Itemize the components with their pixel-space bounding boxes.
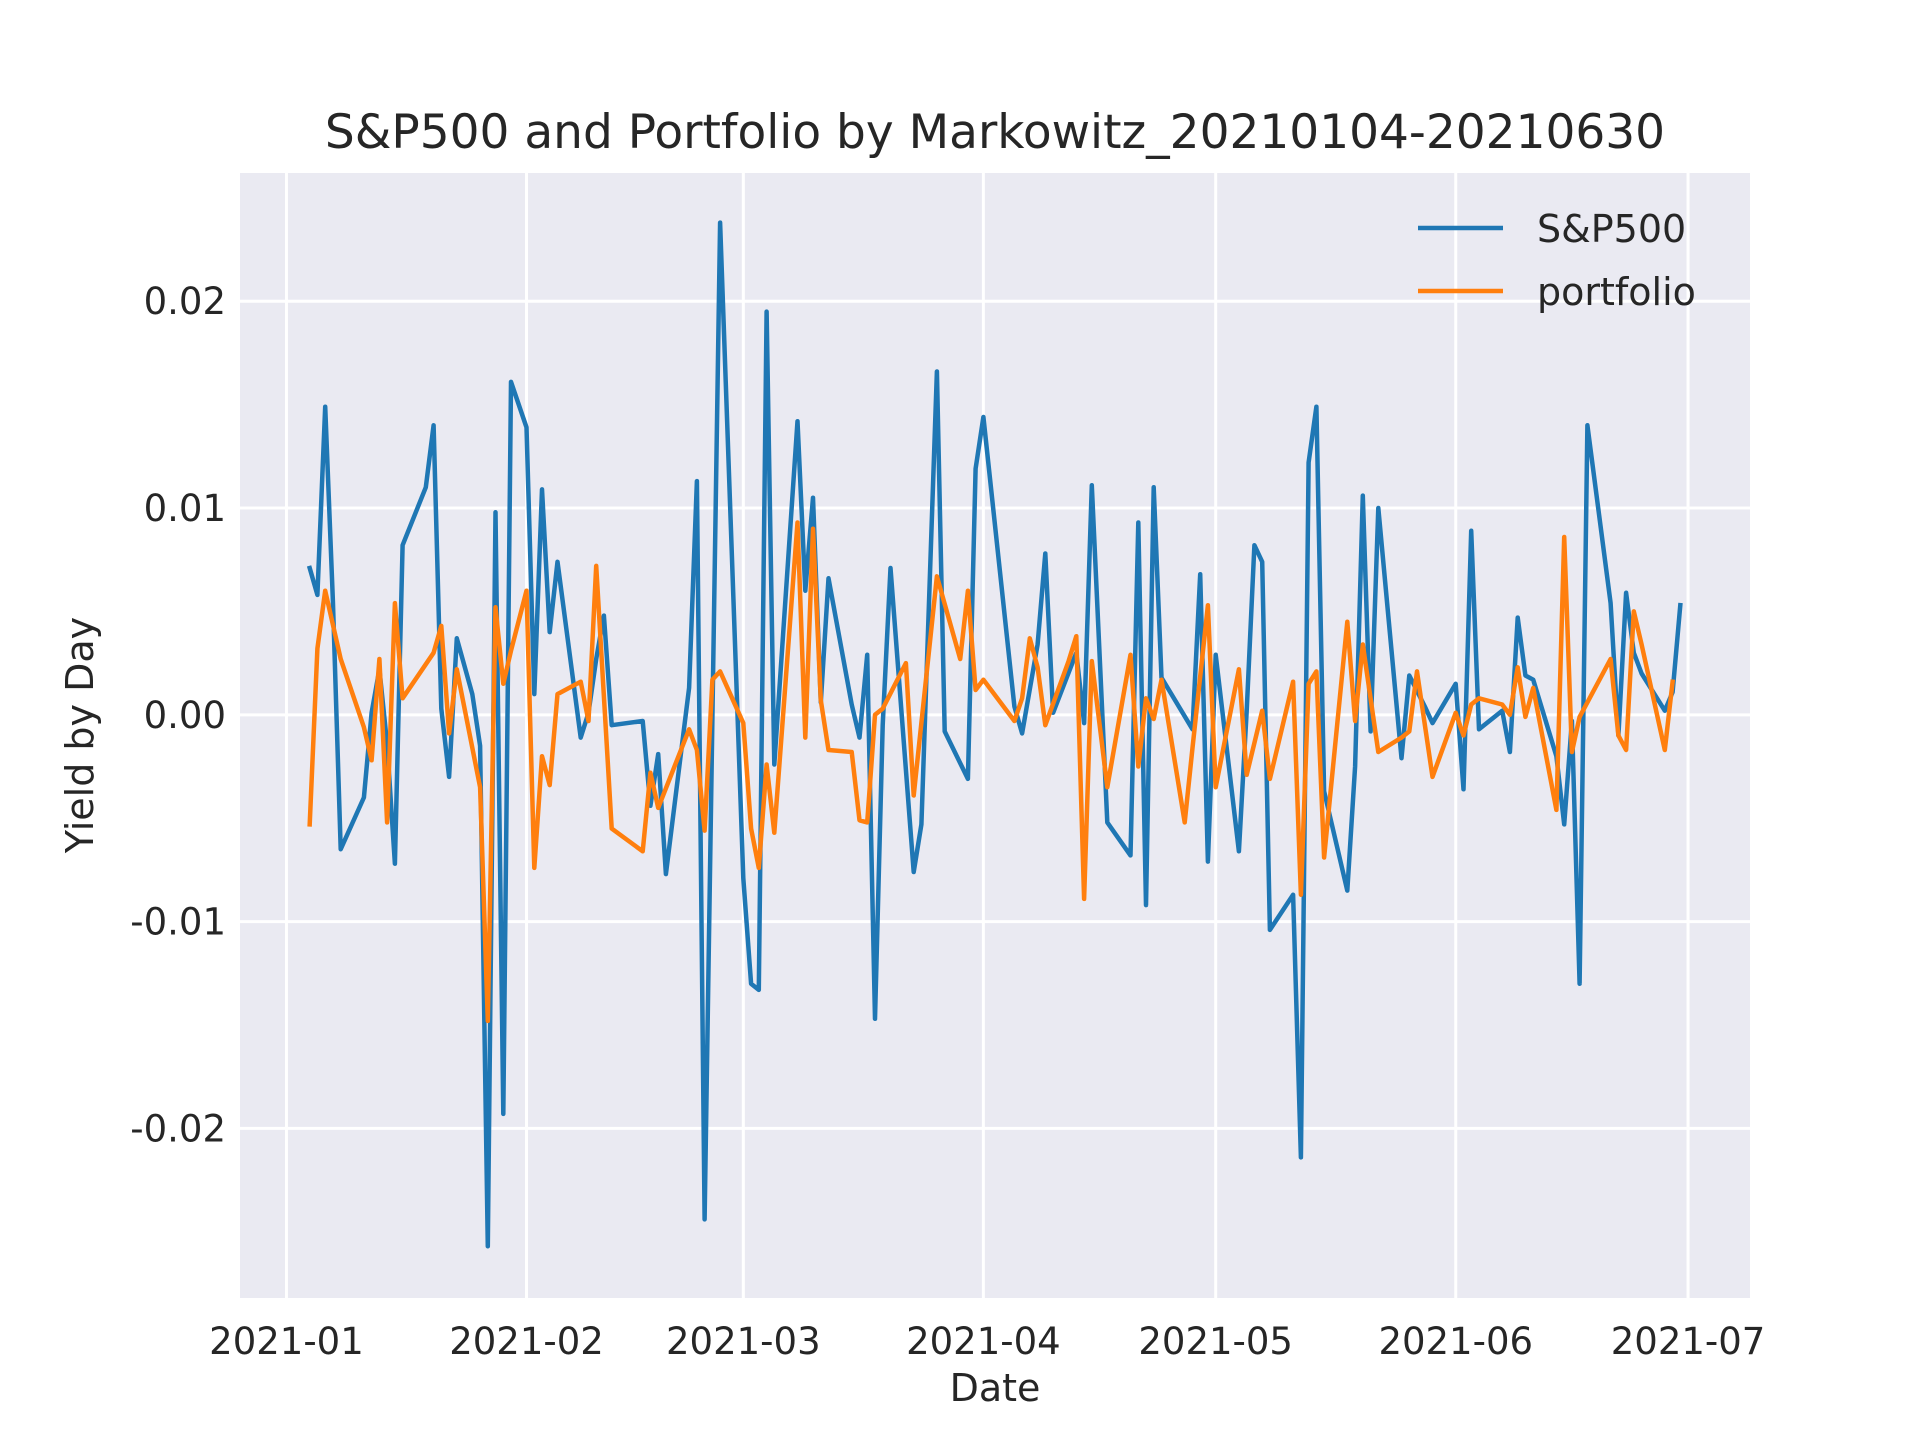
x-tick-label: 2021-02 bbox=[449, 1320, 604, 1363]
y-tick-label: 0.02 bbox=[144, 280, 226, 323]
y-tick-label: -0.02 bbox=[130, 1107, 226, 1150]
y-axis-label: Yield by Day bbox=[58, 617, 102, 854]
y-tick-labels: 0.02 0.01 0.00 -0.01 -0.02 bbox=[130, 280, 226, 1150]
x-tick-label: 2021-03 bbox=[666, 1320, 821, 1363]
series-layer bbox=[306, 220, 1683, 1249]
x-tick-label: 2021-04 bbox=[906, 1320, 1061, 1363]
x-tick-labels: 2021-01 2021-02 2021-03 2021-04 2021-05 2021-… bbox=[209, 1320, 1765, 1363]
x-tick-label: 2021-01 bbox=[209, 1320, 364, 1363]
legend-label-sp500: S&P500 bbox=[1537, 207, 1686, 251]
x-tick-label: 2021-05 bbox=[1138, 1320, 1293, 1363]
x-axis-label: Date bbox=[950, 1366, 1041, 1410]
series-line-portfolio bbox=[307, 520, 1676, 1024]
y-tick-label: 0.01 bbox=[144, 487, 226, 530]
x-tick-label: 2021-07 bbox=[1611, 1320, 1766, 1363]
legend-label-portfolio: portfolio bbox=[1537, 270, 1696, 314]
chart-title: S&P500 and Portfolio by Markowitz_202101… bbox=[325, 105, 1665, 160]
legend: S&P500 portfolio bbox=[1418, 207, 1696, 314]
y-tick-label: 0.00 bbox=[144, 694, 226, 737]
x-tick-label: 2021-06 bbox=[1378, 1320, 1533, 1363]
y-tick-label: -0.01 bbox=[130, 901, 226, 944]
